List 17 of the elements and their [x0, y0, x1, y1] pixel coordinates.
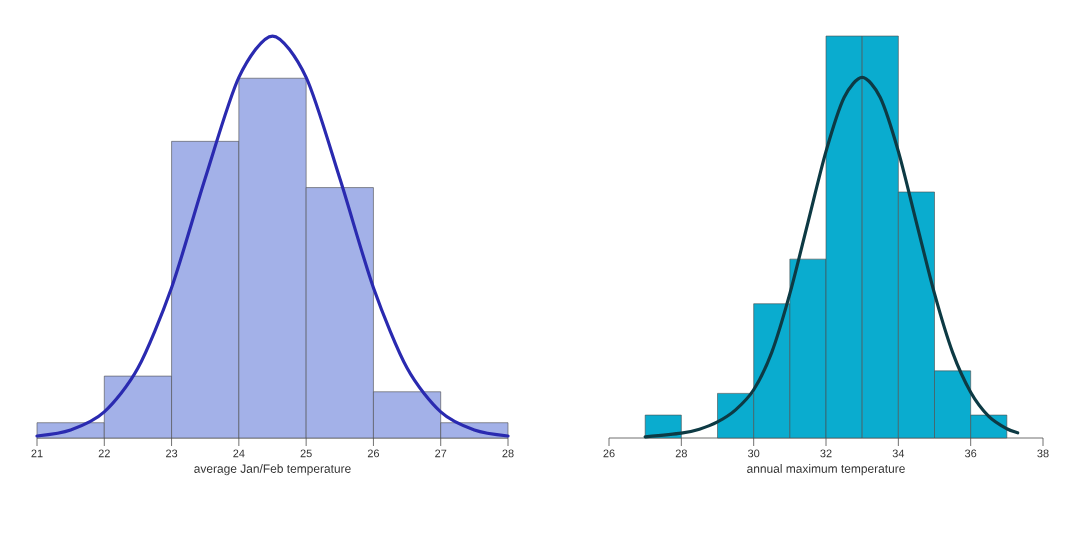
- x-tick-label: 26: [367, 449, 380, 458]
- x-tick-label: 28: [502, 449, 514, 458]
- x-tick-label: 27: [435, 449, 447, 458]
- x-axis-title: annual maximum temperature: [747, 464, 905, 476]
- x-tick-label: 21: [31, 449, 43, 458]
- x-tick-label: 30: [748, 449, 760, 458]
- x-tick-label: 28: [675, 449, 687, 458]
- x-tick-label: 23: [166, 449, 178, 458]
- x-tick-label: 38: [1037, 449, 1049, 458]
- x-tick-label: 22: [98, 449, 110, 458]
- x-tick-label: 25: [300, 449, 312, 458]
- x-tick-label: 26: [603, 449, 615, 458]
- x-tick-label: 36: [965, 449, 977, 458]
- x-tick-label: 32: [820, 449, 832, 458]
- x-axis-title: average Jan/Feb temperature: [194, 464, 351, 476]
- x-tick-label: 34: [892, 449, 905, 458]
- x-tick-label: 24: [233, 449, 245, 458]
